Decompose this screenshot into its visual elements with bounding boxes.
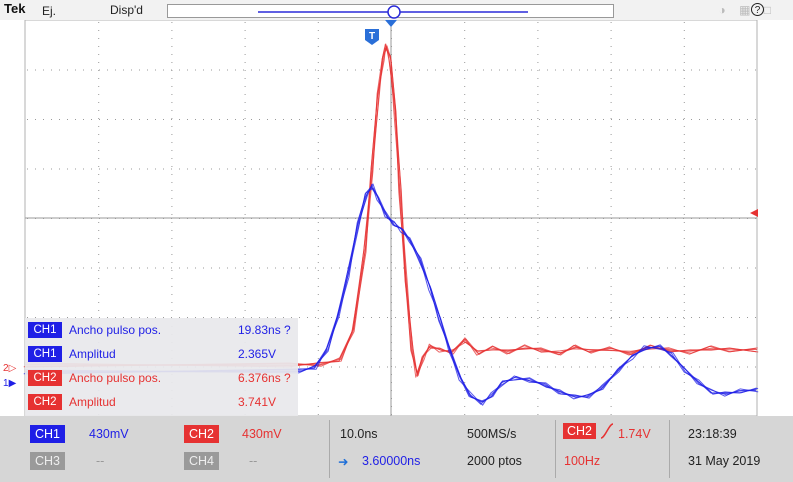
measurement-name: Ancho pulso pos. [69,323,162,337]
ch2-marker-arrow-icon: ▷ [8,363,17,374]
measurement-row[interactable]: CH2 Ancho pulso pos. 6.376ns ? [25,368,298,388]
sample-rate[interactable]: 500MS/s [467,427,517,441]
measurement-value: 6.376ns ? [238,371,291,385]
trigger-frequency: 100Hz [564,454,601,468]
trigger-position-marker: T [365,29,379,45]
usb-icon: □ [763,3,771,17]
ch3-scale: -- [96,454,105,468]
measurement-channel-tag: CH2 [28,394,62,410]
wifi-icon: ◑ [718,3,726,17]
horizontal-scale[interactable]: 10.0ns [340,427,378,441]
trigger-level[interactable]: 1.74V [618,427,651,441]
divider [669,420,670,478]
divider [555,420,556,478]
ch2-ground-label: 2 [3,363,9,374]
network-icon: ▦ [739,3,751,17]
ch1-ground-label: 1 [3,378,9,389]
ch2-trigger-level-marker [750,209,758,217]
measurement-row[interactable]: CH1 Ancho pulso pos. 19.83ns ? [25,320,298,340]
record-view-bar[interactable] [167,4,614,19]
horizontal-position-marker [385,20,397,27]
rising-edge-icon [600,423,614,439]
measurement-channel-tag: CH1 [28,346,62,362]
acquisition-mode: Ej. [42,4,57,18]
ch1-button[interactable]: CH1 [30,425,66,443]
ch4-scale: -- [249,454,258,468]
horizontal-position-icon: ➜ [338,455,349,469]
measurement-row[interactable]: CH1 Amplitud 2.365V [25,344,298,364]
top-bar: Tek Ej. Disp'd ◑ ▦ □ ? [0,0,793,20]
help-icon[interactable]: ? [751,3,764,16]
measurement-channel-tag: CH2 [28,370,62,386]
measurement-value: 19.83ns ? [238,323,291,337]
ch3-button[interactable]: CH3 [30,452,66,470]
ch1-ground-marker[interactable]: 1▶ [3,378,16,389]
measurement-name: Amplitud [69,347,116,361]
measurement-row[interactable]: CH2 Amplitud 3.741V [25,392,298,412]
settings-bar: CH1 430mV CH2 430mV CH3 -- CH4 -- 10.0ns… [0,416,793,482]
trigger-source[interactable]: CH2 [563,423,597,439]
ch1-marker-arrow-icon: ▶ [8,378,17,389]
clock-time: 23:18:39 [688,427,737,441]
measurement-panel[interactable]: CH1 Ancho pulso pos. 19.83ns ? CH1 Ampli… [25,318,298,416]
ch2-ground-marker[interactable]: 2▷ [3,363,16,374]
waveform-display[interactable] [20,20,760,416]
horizontal-position[interactable]: 3.60000ns [362,454,421,468]
ch2-button[interactable]: CH2 [184,425,220,443]
ch4-button[interactable]: CH4 [184,452,220,470]
record-length[interactable]: 2000 ptos [467,454,522,468]
measurement-value: 3.741V [238,395,277,409]
ch1-scale[interactable]: 430mV [89,427,129,441]
status-icons: ◑ ▦ □ [718,3,771,17]
measurement-name: Amplitud [69,395,116,409]
record-view-graphic [258,5,528,19]
ch2-waveform [23,43,759,378]
clock-date: 31 May 2019 [688,454,761,468]
trigger-marker-label: T [369,31,375,42]
ch2-scale[interactable]: 430mV [242,427,282,441]
measurement-name: Ancho pulso pos. [69,371,162,385]
ch1-waveform [23,183,759,406]
measurement-channel-tag: CH1 [28,322,62,338]
measurement-value: 2.365V [238,347,277,361]
acquisition-state: Disp'd [110,3,143,17]
brand-logo: Tek [4,1,26,16]
divider [329,420,330,478]
